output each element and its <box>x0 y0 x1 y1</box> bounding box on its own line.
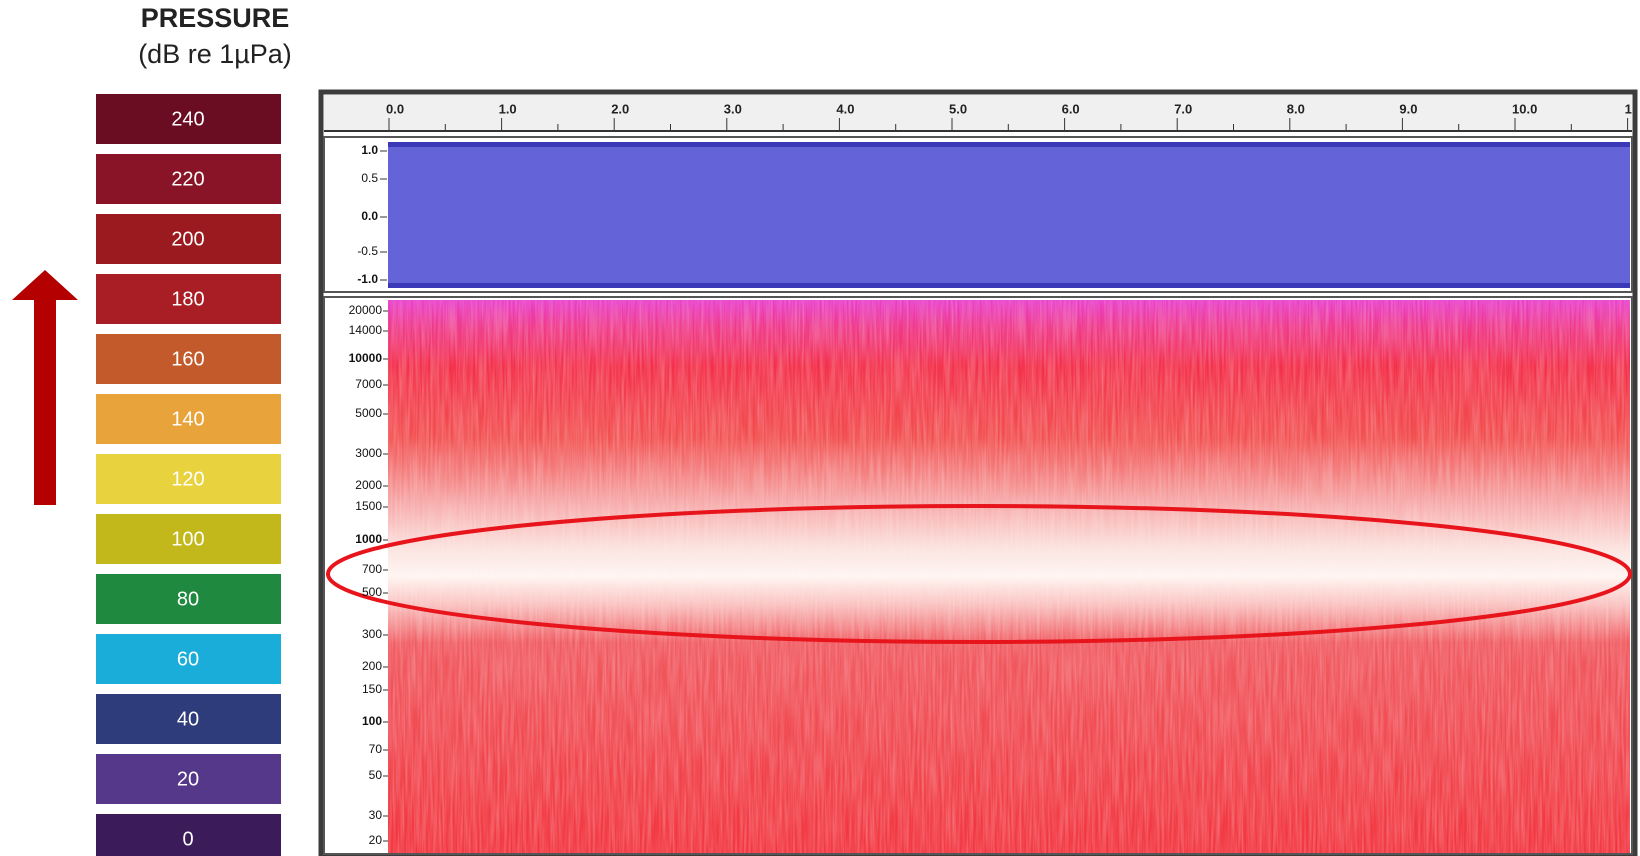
ruler-label: 2.0 <box>611 101 629 116</box>
ruler-label: 7.0 <box>1174 101 1192 116</box>
legend-label: 60 <box>177 648 199 670</box>
legend-label: 240 <box>171 108 204 130</box>
legend-label: 100 <box>171 528 204 550</box>
waveform-peak-bottom <box>388 283 1630 288</box>
spectrogram-axis-label: 500 <box>362 585 382 599</box>
spectrogram-axis-label: 150 <box>362 682 382 696</box>
audio-window <box>321 92 1635 856</box>
page: PRESSURE (dB re 1µPa) 240220200180160140… <box>0 0 1640 856</box>
ruler-label: 1.0 <box>499 101 517 116</box>
legend-label: 120 <box>171 468 204 490</box>
legend-title: PRESSURE <box>141 3 290 33</box>
spectrogram-axis-label: 5000 <box>355 406 382 420</box>
waveform-axis-label: 0.0 <box>361 209 378 223</box>
spectrogram-noise <box>388 300 1630 853</box>
spectrogram-axis-label: 20 <box>369 833 383 847</box>
spectrogram-axis-label: 100 <box>362 714 382 728</box>
spectrogram-axis-label: 300 <box>362 627 382 641</box>
legend-label: 140 <box>171 408 204 430</box>
ruler-label: 5.0 <box>949 101 967 116</box>
legend-subtitle: (dB re 1µPa) <box>138 39 292 69</box>
spectrogram-axis-label: 7000 <box>355 377 382 391</box>
ruler-label: 10.0 <box>1512 101 1537 116</box>
ruler-label: 8.0 <box>1287 101 1305 116</box>
waveform-peak-top <box>388 142 1630 147</box>
spectrogram-axis-label: 20000 <box>349 303 383 317</box>
spectrogram-axis-label: 700 <box>362 562 382 576</box>
waveform-axis-label: -0.5 <box>357 244 378 258</box>
spectrogram-axis-label: 1500 <box>355 499 382 513</box>
ruler-label: 3.0 <box>724 101 742 116</box>
waveform <box>388 142 1630 288</box>
legend-label: 160 <box>171 348 204 370</box>
legend-label: 0 <box>182 828 193 850</box>
spectrogram-axis-label: 30 <box>369 808 383 822</box>
spectrogram-axis-label: 3000 <box>355 446 382 460</box>
spectrogram-axis-label: 50 <box>369 768 383 782</box>
spectrogram-axis-label: 70 <box>369 742 383 756</box>
timeline-ruler <box>324 95 1632 131</box>
ruler-label: 1 <box>1625 101 1632 116</box>
ruler-label: 6.0 <box>1062 101 1080 116</box>
figure: PRESSURE (dB re 1µPa) 240220200180160140… <box>0 0 1640 856</box>
legend-label: 40 <box>177 708 199 730</box>
spectrogram-axis-label: 200 <box>362 659 382 673</box>
waveform-axis-label: -1.0 <box>357 272 378 286</box>
ruler-label: 9.0 <box>1399 101 1417 116</box>
waveform-axis-label: 1.0 <box>361 143 378 157</box>
legend-label: 80 <box>177 588 199 610</box>
legend-label: 20 <box>177 768 199 790</box>
spectrogram-axis-label: 2000 <box>355 478 382 492</box>
legend-label: 200 <box>171 228 204 250</box>
waveform-axis-label: 0.5 <box>361 171 378 185</box>
ruler-label: 4.0 <box>836 101 854 116</box>
up-arrow <box>12 270 78 505</box>
legend-label: 220 <box>171 168 204 190</box>
spectrogram-axis-label: 14000 <box>349 323 383 337</box>
ruler-label: 0.0 <box>386 101 404 116</box>
spectrogram-axis-label: 10000 <box>349 351 383 365</box>
legend-label: 180 <box>171 288 204 310</box>
spectrogram-axis-label: 1000 <box>355 532 382 546</box>
